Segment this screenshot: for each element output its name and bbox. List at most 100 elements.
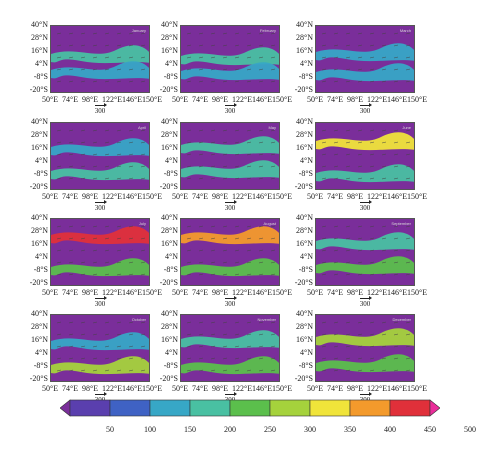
wind-vector: [357, 249, 363, 252]
wind-vector: [210, 56, 216, 59]
wind-vector: [258, 153, 264, 156]
wind-vector: [128, 129, 134, 132]
wind-vector: [68, 80, 74, 83]
lon-tick-label: 50°E: [307, 288, 324, 297]
wind-vector: [128, 165, 134, 168]
wind-vector: [198, 153, 204, 156]
wind-vector: [246, 249, 252, 252]
wind-vector: [198, 249, 204, 252]
panel-month-label: August: [263, 221, 276, 226]
wind-vector: [270, 141, 276, 144]
lon-tick-label: 150°E: [407, 192, 428, 201]
wind-vector: [222, 44, 228, 47]
wind-vector: [210, 177, 216, 180]
lat-tick-label: 16°N: [296, 46, 313, 56]
colorbar-tick-label: 200: [224, 425, 236, 434]
map-panel-december: December: [315, 314, 415, 382]
wind-vector: [258, 56, 264, 59]
wind-vector: [369, 165, 375, 168]
wind-vector: [104, 80, 110, 83]
lon-tick-label: 98°E: [347, 288, 364, 297]
flux-band: [181, 356, 279, 375]
wind-vector: [246, 333, 252, 336]
reference-arrow-icon: [355, 200, 375, 204]
wind-vector: [222, 165, 228, 168]
lon-tick-label: 146°E: [252, 192, 273, 201]
lon-tick-label: 122°E: [367, 384, 388, 393]
wind-vector: [369, 153, 375, 156]
wind-vector: [222, 153, 228, 156]
lat-tick-label: 40°N: [161, 20, 178, 29]
lat-tick-label: -8°S: [33, 265, 48, 275]
reference-vector-value: 300: [224, 107, 236, 115]
wind-vector: [246, 165, 252, 168]
wind-vector: [186, 237, 192, 240]
wind-vector: [393, 273, 399, 276]
wind-vector: [140, 44, 146, 47]
lat-tick-label: 16°N: [161, 239, 178, 249]
wind-vector: [381, 32, 387, 35]
lon-tick-label: 150°E: [142, 95, 163, 104]
reference-arrow-icon: [90, 103, 110, 107]
lon-tick-label: 150°E: [407, 288, 428, 297]
wind-vector: [405, 321, 411, 324]
wind-vector: [345, 177, 351, 180]
wind-vector: [258, 357, 264, 360]
wind-vector: [393, 177, 399, 180]
wind-vector: [128, 80, 134, 83]
wind-vector: [369, 237, 375, 240]
wind-vector: [234, 261, 240, 264]
lon-tick-label: 98°E: [82, 192, 99, 201]
wind-vector: [258, 345, 264, 348]
flux-band: [181, 330, 279, 349]
wind-vector: [210, 68, 216, 71]
lat-tick-label: 40°N: [31, 309, 48, 318]
wind-vector: [104, 153, 110, 156]
wind-vector: [234, 177, 240, 180]
wind-vector: [333, 68, 339, 71]
wind-vector: [186, 357, 192, 360]
wind-vector: [92, 237, 98, 240]
wind-vector: [369, 225, 375, 228]
wind-vector: [234, 333, 240, 336]
wind-vector: [198, 80, 204, 83]
flux-band: [51, 61, 149, 80]
wind-vector: [234, 129, 240, 132]
wind-vector: [186, 80, 192, 83]
wind-vector: [357, 80, 363, 83]
lat-tick-label: 4°N: [300, 59, 313, 69]
wind-vector: [128, 237, 134, 240]
wind-vector: [369, 249, 375, 252]
wind-vector: [210, 249, 216, 252]
wind-vector: [258, 32, 264, 35]
wind-vector: [369, 357, 375, 360]
wind-vector: [92, 177, 98, 180]
wind-vector: [270, 333, 276, 336]
wind-vector: [56, 68, 62, 71]
lat-tick-label: -8°S: [298, 169, 313, 179]
lon-tick-label: 50°E: [307, 192, 324, 201]
wind-vector: [381, 165, 387, 168]
wind-vector: [68, 56, 74, 59]
wind-vector: [56, 321, 62, 324]
lon-tick-label: 98°E: [212, 384, 229, 393]
wind-vector: [258, 129, 264, 132]
lon-tick-label: 122°E: [102, 384, 123, 393]
wind-vector: [222, 261, 228, 264]
lat-tick-label: 16°N: [31, 143, 48, 153]
wind-vector: [104, 141, 110, 144]
lon-tick-label: 50°E: [42, 95, 59, 104]
wind-vector: [128, 153, 134, 156]
wind-vector: [198, 32, 204, 35]
wind-vector: [258, 177, 264, 180]
map-panel-may: May: [180, 122, 280, 190]
reference-vector-value: 300: [359, 107, 371, 115]
wind-vector: [345, 225, 351, 228]
lon-tick-label: 98°E: [82, 95, 99, 104]
wind-vector: [357, 165, 363, 168]
wind-vector: [186, 261, 192, 264]
wind-vector: [393, 237, 399, 240]
wind-vector: [186, 333, 192, 336]
wind-vector: [198, 333, 204, 336]
lat-tick-label: 40°N: [296, 117, 313, 126]
